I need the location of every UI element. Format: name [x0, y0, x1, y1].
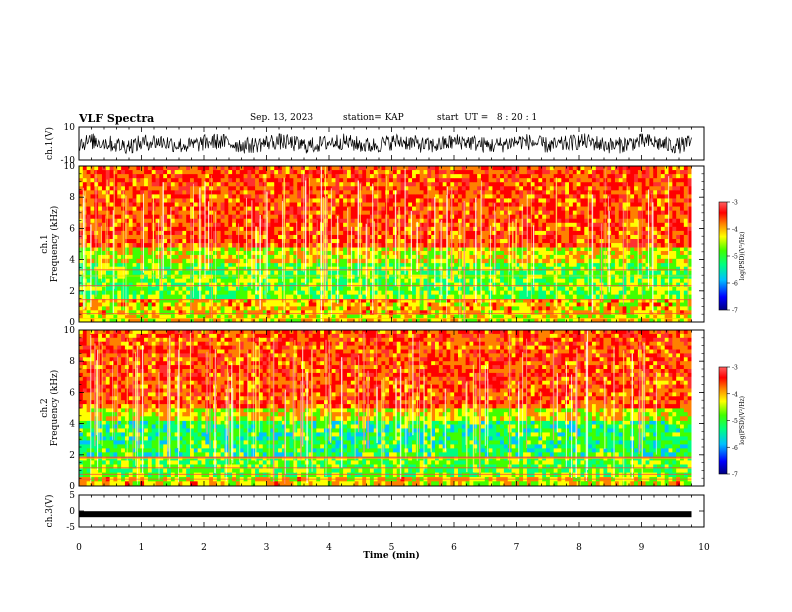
station-label: station= KAP: [343, 113, 404, 123]
ch3-ytick-label: -5: [66, 523, 75, 533]
ch3-ytick-label: 5: [69, 491, 75, 501]
figure-title: VLF Spectra: [79, 112, 155, 125]
ch1-spec-ylabel: ch.1Frequency (kHz): [40, 206, 60, 283]
colorbar-label: log(PSD)(V²/Hz): [739, 396, 746, 445]
xtick-label: 9: [639, 543, 645, 553]
start-ut-label: start UT = 8 : 20 : 1: [437, 113, 538, 123]
ch2-spec-ytick-label: 0: [69, 482, 75, 492]
ch2-spec-ytick-label: 10: [64, 326, 76, 336]
colorbar-tick-label: -3: [732, 365, 738, 372]
ch2-spec-ylabel: ch.2Frequency (kHz): [40, 370, 60, 447]
xtick-label: 8: [576, 543, 582, 553]
colorbar-tick-label: -5: [732, 418, 738, 425]
ch1-waveform-trace: [78, 133, 692, 155]
colorbar-tick-label: -7: [732, 308, 738, 315]
xtick-label: 0: [76, 543, 82, 553]
xtick-label: 10: [698, 543, 710, 553]
ch1-ylabel: ch.1(V): [44, 127, 55, 160]
ch2-spec-ytick-label: 4: [69, 420, 75, 430]
ch2-spec-ytick-label: 2: [69, 451, 75, 461]
colorbar-tick-label: -7: [732, 472, 738, 479]
colorbar-tick-label: -4: [732, 391, 738, 398]
xtick-label: 1: [139, 543, 145, 553]
ch1-spec-ytick-label: 4: [69, 256, 75, 266]
ch1-spec-ytick-label: 2: [69, 287, 75, 297]
colorbar-tick-label: -4: [732, 227, 738, 234]
spectrogram-ch1: [79, 166, 704, 323]
colorbar-ch1: [718, 201, 728, 311]
ch1-ytick-label: -10: [61, 156, 76, 166]
xtick-label: 2: [201, 543, 207, 553]
xtick-label: 7: [514, 543, 520, 553]
colorbar-tick-label: -6: [732, 281, 738, 288]
ch3-ytick-label: 0: [69, 507, 75, 517]
colorbar-tick-label: -6: [732, 445, 738, 452]
colorbar-tick-label: -5: [732, 254, 738, 261]
ch1-ytick-label: 10: [64, 123, 76, 133]
xaxis-title: Time (min): [363, 550, 420, 561]
ch1-spec-ytick-label: 10: [64, 162, 76, 172]
ch3-waveform-trace: [79, 511, 692, 518]
ch1-spec-ytick-label: 8: [69, 193, 75, 203]
colorbar-ch2: [718, 366, 728, 475]
ch3-ylabel: ch.3(V): [44, 495, 55, 528]
ch2-spec-ytick-label: 8: [69, 357, 75, 367]
xtick-label: 5: [389, 543, 395, 553]
xtick-label: 4: [326, 543, 332, 553]
ch1-spec-ytick-label: 0: [69, 318, 75, 328]
xtick-label: 3: [264, 543, 270, 553]
colorbar-label: log(PSD)(V²/Hz): [739, 232, 746, 281]
ch1-spec-ytick-label: 6: [69, 224, 75, 234]
colorbar-tick-label: -3: [732, 200, 738, 207]
date-label: Sep. 13, 2023: [250, 113, 314, 123]
xtick-label: 6: [451, 543, 457, 553]
spectrogram-ch2: [79, 330, 704, 487]
ch2-spec-ytick-label: 6: [69, 388, 75, 398]
